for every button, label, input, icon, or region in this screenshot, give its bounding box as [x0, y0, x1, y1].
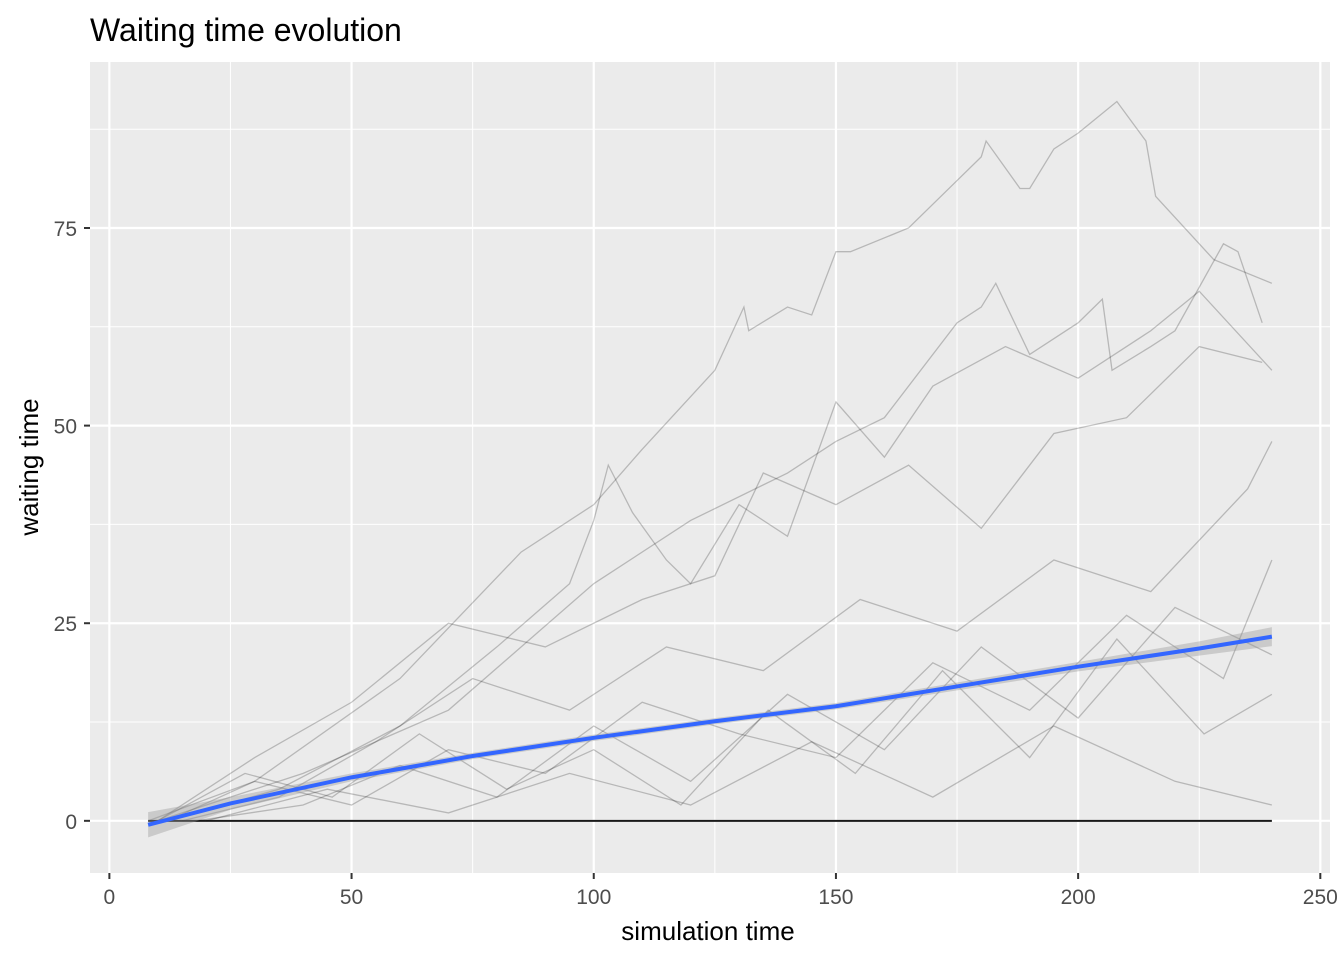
series-line [167, 290, 1273, 822]
plot-panel [90, 62, 1330, 873]
series-line [206, 725, 1273, 822]
smooth-trend-line [147, 634, 1273, 827]
x-tick-label: 200 [1061, 886, 1096, 909]
series-line [167, 559, 1273, 822]
y-tick-label: 50 [54, 416, 77, 439]
series-line [157, 638, 1273, 822]
x-tick-label: 100 [576, 886, 611, 909]
series-line [157, 242, 1263, 822]
series-line [157, 345, 1263, 822]
y-axis-label: waiting time [14, 398, 44, 536]
x-tick-label: 50 [340, 886, 363, 909]
series-line [147, 100, 1273, 822]
y-tick-label: 25 [54, 613, 77, 636]
chart-title: Waiting time evolution [90, 12, 402, 48]
series-line [181, 441, 1273, 822]
y-tick-label: 75 [54, 218, 77, 241]
x-tick-label: 150 [818, 886, 853, 909]
y-tick-label: 0 [65, 811, 77, 834]
x-tick-label: 0 [104, 886, 116, 909]
x-tick-label: 250 [1303, 886, 1338, 909]
x-axis-label: simulation time [621, 916, 794, 946]
